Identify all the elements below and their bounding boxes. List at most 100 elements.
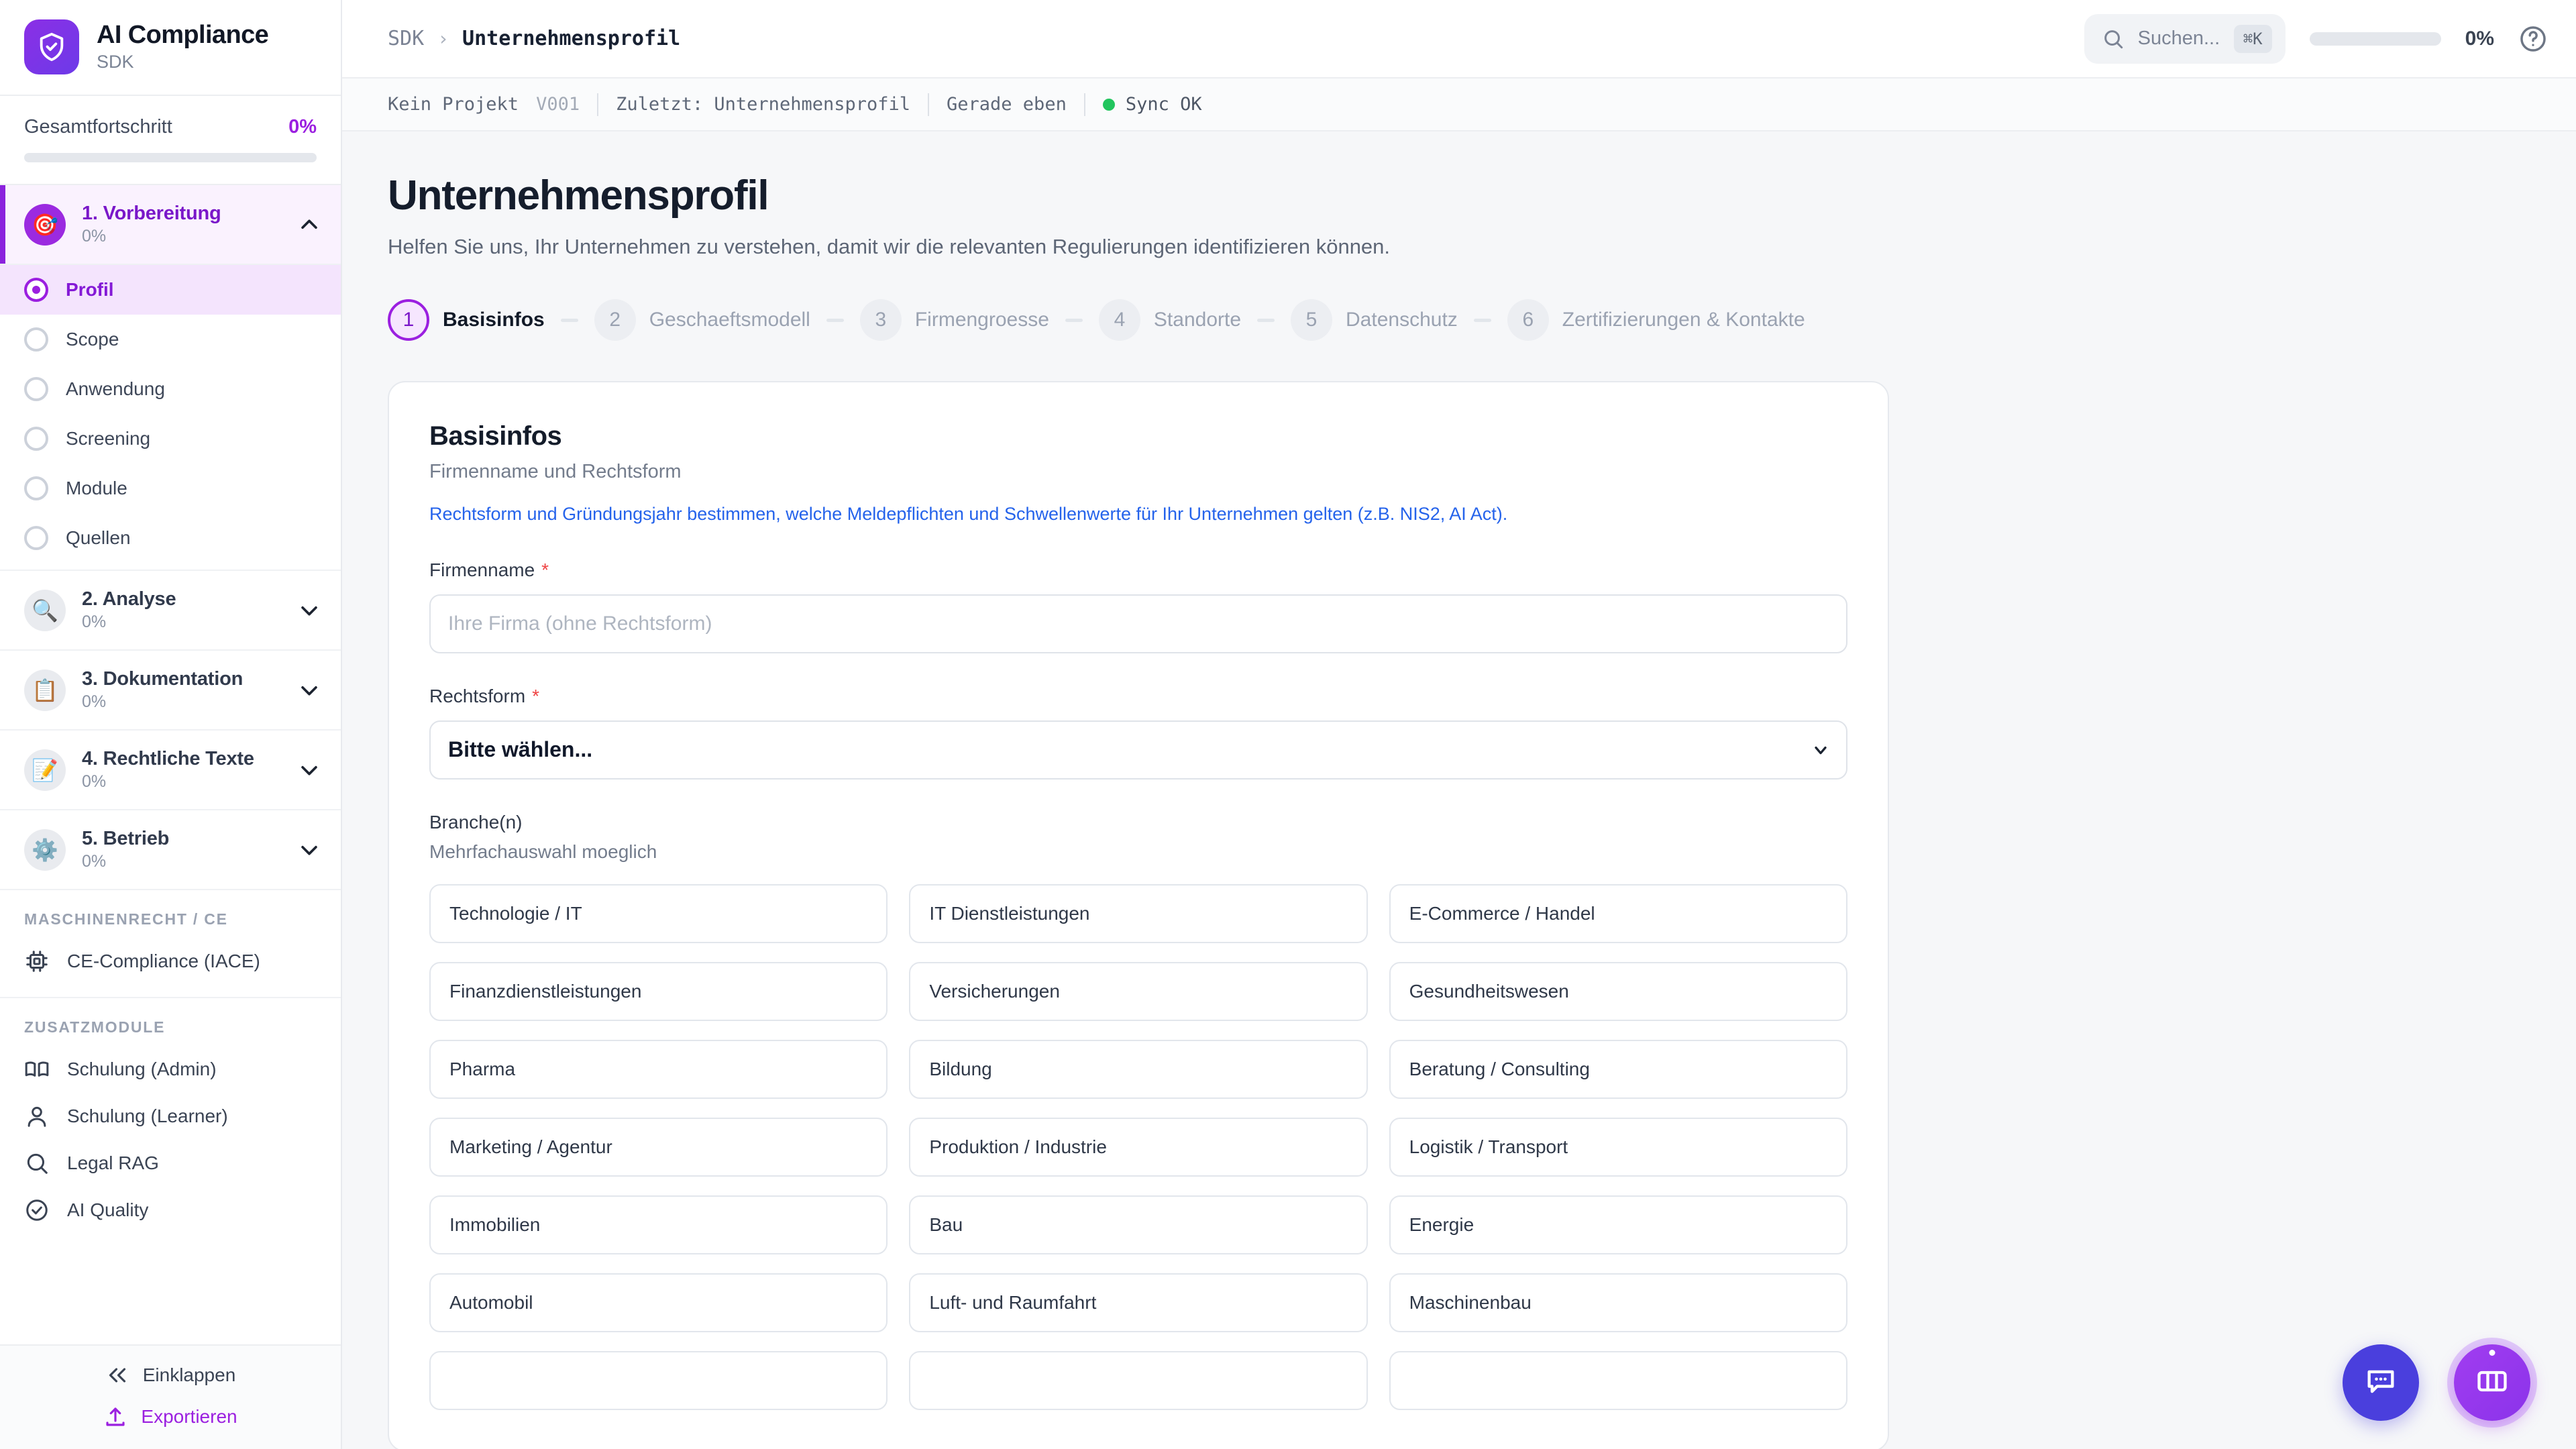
branche-option[interactable]: Beratung / Consulting [1389, 1039, 1847, 1099]
sidebar-phase-dokumentation[interactable]: 📋 3. Dokumentation 0% [0, 651, 341, 731]
branche-option[interactable]: Finanzdienstleistungen [429, 961, 888, 1021]
branche-option[interactable]: Bildung [909, 1039, 1368, 1099]
phase-percent: 0% [82, 612, 107, 631]
sidebar: AI Compliance SDK Gesamtfortschritt 0% 🎯… [0, 0, 342, 1449]
branche-option[interactable]: Immobilien [429, 1195, 888, 1254]
divider [928, 93, 930, 116]
step-basisinfos[interactable]: 1 Basisinfos [388, 299, 545, 341]
overall-progress-track [24, 153, 317, 162]
field-rechtsform: Rechtsform * [429, 686, 1847, 780]
search-placeholder: Suchen... [2137, 28, 2220, 49]
branche-option[interactable]: IT Dienstleistungen [909, 883, 1368, 943]
sidebar-item-label: AI Quality [67, 1199, 149, 1220]
branche-option[interactable]: Produktion / Industrie [909, 1117, 1368, 1177]
basisinfos-card: Basisinfos Firmenname und Rechtsform Rec… [388, 381, 1889, 1449]
metabar: Kein Projekt V001 Zuletzt: Unternehmensp… [342, 78, 2576, 131]
sidebar-item-schulung-learner[interactable]: Schulung (Learner) [0, 1093, 341, 1140]
branche-option[interactable]: Logistik / Transport [1389, 1117, 1847, 1177]
overall-progress-value: 0% [288, 116, 317, 138]
chat-fab-button[interactable] [2343, 1344, 2419, 1421]
brand-title: AI Compliance [97, 21, 269, 50]
sidebar-item-legal-rag[interactable]: Legal RAG [0, 1140, 341, 1187]
chevron-down-icon[interactable] [298, 839, 321, 861]
magnifier-icon: 🔍 [24, 589, 66, 631]
branche-option[interactable]: Luft- und Raumfahrt [909, 1273, 1368, 1332]
chevron-down-icon[interactable] [298, 599, 321, 622]
topbar-progress-value: 0% [2465, 27, 2494, 50]
branche-option[interactable]: Pharma [429, 1039, 888, 1099]
branche-option[interactable]: Gesundheitswesen [1389, 961, 1847, 1021]
step-firmengroesse[interactable]: 3 Firmengroesse [859, 299, 1049, 341]
step-zertifizierungen-kontakte[interactable]: 6 Zertifizierungen & Kontakte [1507, 299, 1805, 341]
sidebar-item-scope[interactable]: Scope [0, 315, 341, 364]
step-standorte[interactable]: 4 Standorte [1098, 299, 1241, 341]
firmenname-label: Firmenname * [429, 559, 1847, 581]
step-number: 5 [1291, 299, 1333, 341]
sidebar-footer: Einklappen Exportieren [0, 1344, 341, 1449]
sidebar-item-screening[interactable]: Screening [0, 414, 341, 464]
firmenname-input[interactable] [429, 594, 1847, 653]
branche-option[interactable]: Marketing / Agentur [429, 1117, 888, 1177]
help-circle-icon[interactable] [2518, 24, 2548, 54]
branche-option[interactable]: Automobil [429, 1273, 888, 1332]
panel-fab-button[interactable] [2454, 1344, 2530, 1421]
radio-icon [24, 377, 48, 401]
branche-option[interactable] [1389, 1350, 1847, 1410]
status-dot-icon [2489, 1350, 2496, 1356]
breadcrumb: SDK › Unternehmensprofil [388, 27, 680, 50]
branche-sublabel: Mehrfachauswahl moeglich [429, 841, 657, 862]
step-number: 1 [388, 299, 429, 341]
search-input[interactable]: Suchen... ⌘K [2084, 13, 2286, 64]
collapse-sidebar-button[interactable]: Einklappen [24, 1363, 317, 1387]
branche-option[interactable]: Maschinenbau [1389, 1273, 1847, 1332]
metabar-last: Zuletzt: Unternehmensprofil [616, 94, 911, 115]
step-geschaeftsmodell[interactable]: 2 Geschaeftsmodell [594, 299, 810, 341]
branche-option[interactable]: Bau [909, 1195, 1368, 1254]
sidebar-item-anwendung[interactable]: Anwendung [0, 364, 341, 414]
branche-option[interactable]: Energie [1389, 1195, 1847, 1254]
sidebar-phase-rechtliche-texte[interactable]: 📝 4. Rechtliche Texte 0% [0, 731, 341, 810]
shield-check-icon [24, 19, 79, 74]
branche-option[interactable] [429, 1350, 888, 1410]
sidebar-phase-betrieb[interactable]: ⚙️ 5. Betrieb 0% [0, 810, 341, 890]
chevron-down-icon[interactable] [298, 679, 321, 702]
clipboard-icon: 📋 [24, 669, 66, 711]
card-subtitle: Firmenname und Rechtsform [429, 461, 682, 483]
branche-option[interactable] [909, 1350, 1368, 1410]
radio-icon [24, 476, 48, 500]
breadcrumb-root[interactable]: SDK [388, 27, 425, 50]
branche-option[interactable]: E-Commerce / Handel [1389, 883, 1847, 943]
sidebar-phase-analyse[interactable]: 🔍 2. Analyse 0% [0, 571, 341, 651]
divider [597, 93, 599, 116]
metabar-sync-label: Sync OK [1125, 94, 1202, 115]
sidebar-item-label: Screening [66, 428, 151, 449]
rechtsform-label-text: Rechtsform [429, 685, 526, 706]
sidebar-phase-vorbereitung[interactable]: 🎯 1. Vorbereitung 0% [0, 185, 341, 265]
sidebar-item-quellen[interactable]: Quellen [0, 513, 341, 563]
step-number: 6 [1507, 299, 1549, 341]
step-connector [1065, 318, 1083, 322]
brand-header[interactable]: AI Compliance SDK [0, 0, 341, 96]
search-icon [24, 1150, 50, 1176]
chevron-up-icon[interactable] [298, 213, 321, 236]
sidebar-item-ce-compliance[interactable]: CE-Compliance (IACE) [0, 938, 341, 985]
columns-panel-icon [2475, 1364, 2510, 1402]
step-number: 4 [1098, 299, 1140, 341]
rechtsform-select[interactable] [429, 720, 1847, 780]
step-connector [1473, 318, 1491, 322]
step-label: Geschaeftsmodell [649, 309, 810, 331]
sidebar-item-schulung-admin[interactable]: Schulung (Admin) [0, 1046, 341, 1093]
sidebar-item-module[interactable]: Module [0, 464, 341, 513]
branche-option[interactable]: Technologie / IT [429, 883, 888, 943]
sidebar-item-ai-quality[interactable]: AI Quality [0, 1187, 341, 1234]
sidebar-item-label: Schulung (Admin) [67, 1059, 217, 1079]
topbar-right: Suchen... ⌘K 0% [2084, 13, 2548, 64]
chevron-down-icon[interactable] [298, 759, 321, 782]
sidebar-item-profil[interactable]: Profil [0, 265, 341, 315]
export-button[interactable]: Exportieren [24, 1405, 317, 1429]
step-number: 2 [594, 299, 636, 341]
status-dot-icon [1102, 98, 1115, 111]
branche-option[interactable]: Versicherungen [909, 961, 1368, 1021]
step-datenschutz[interactable]: 5 Datenschutz [1291, 299, 1458, 341]
overall-progress: Gesamtfortschritt 0% [0, 96, 341, 185]
